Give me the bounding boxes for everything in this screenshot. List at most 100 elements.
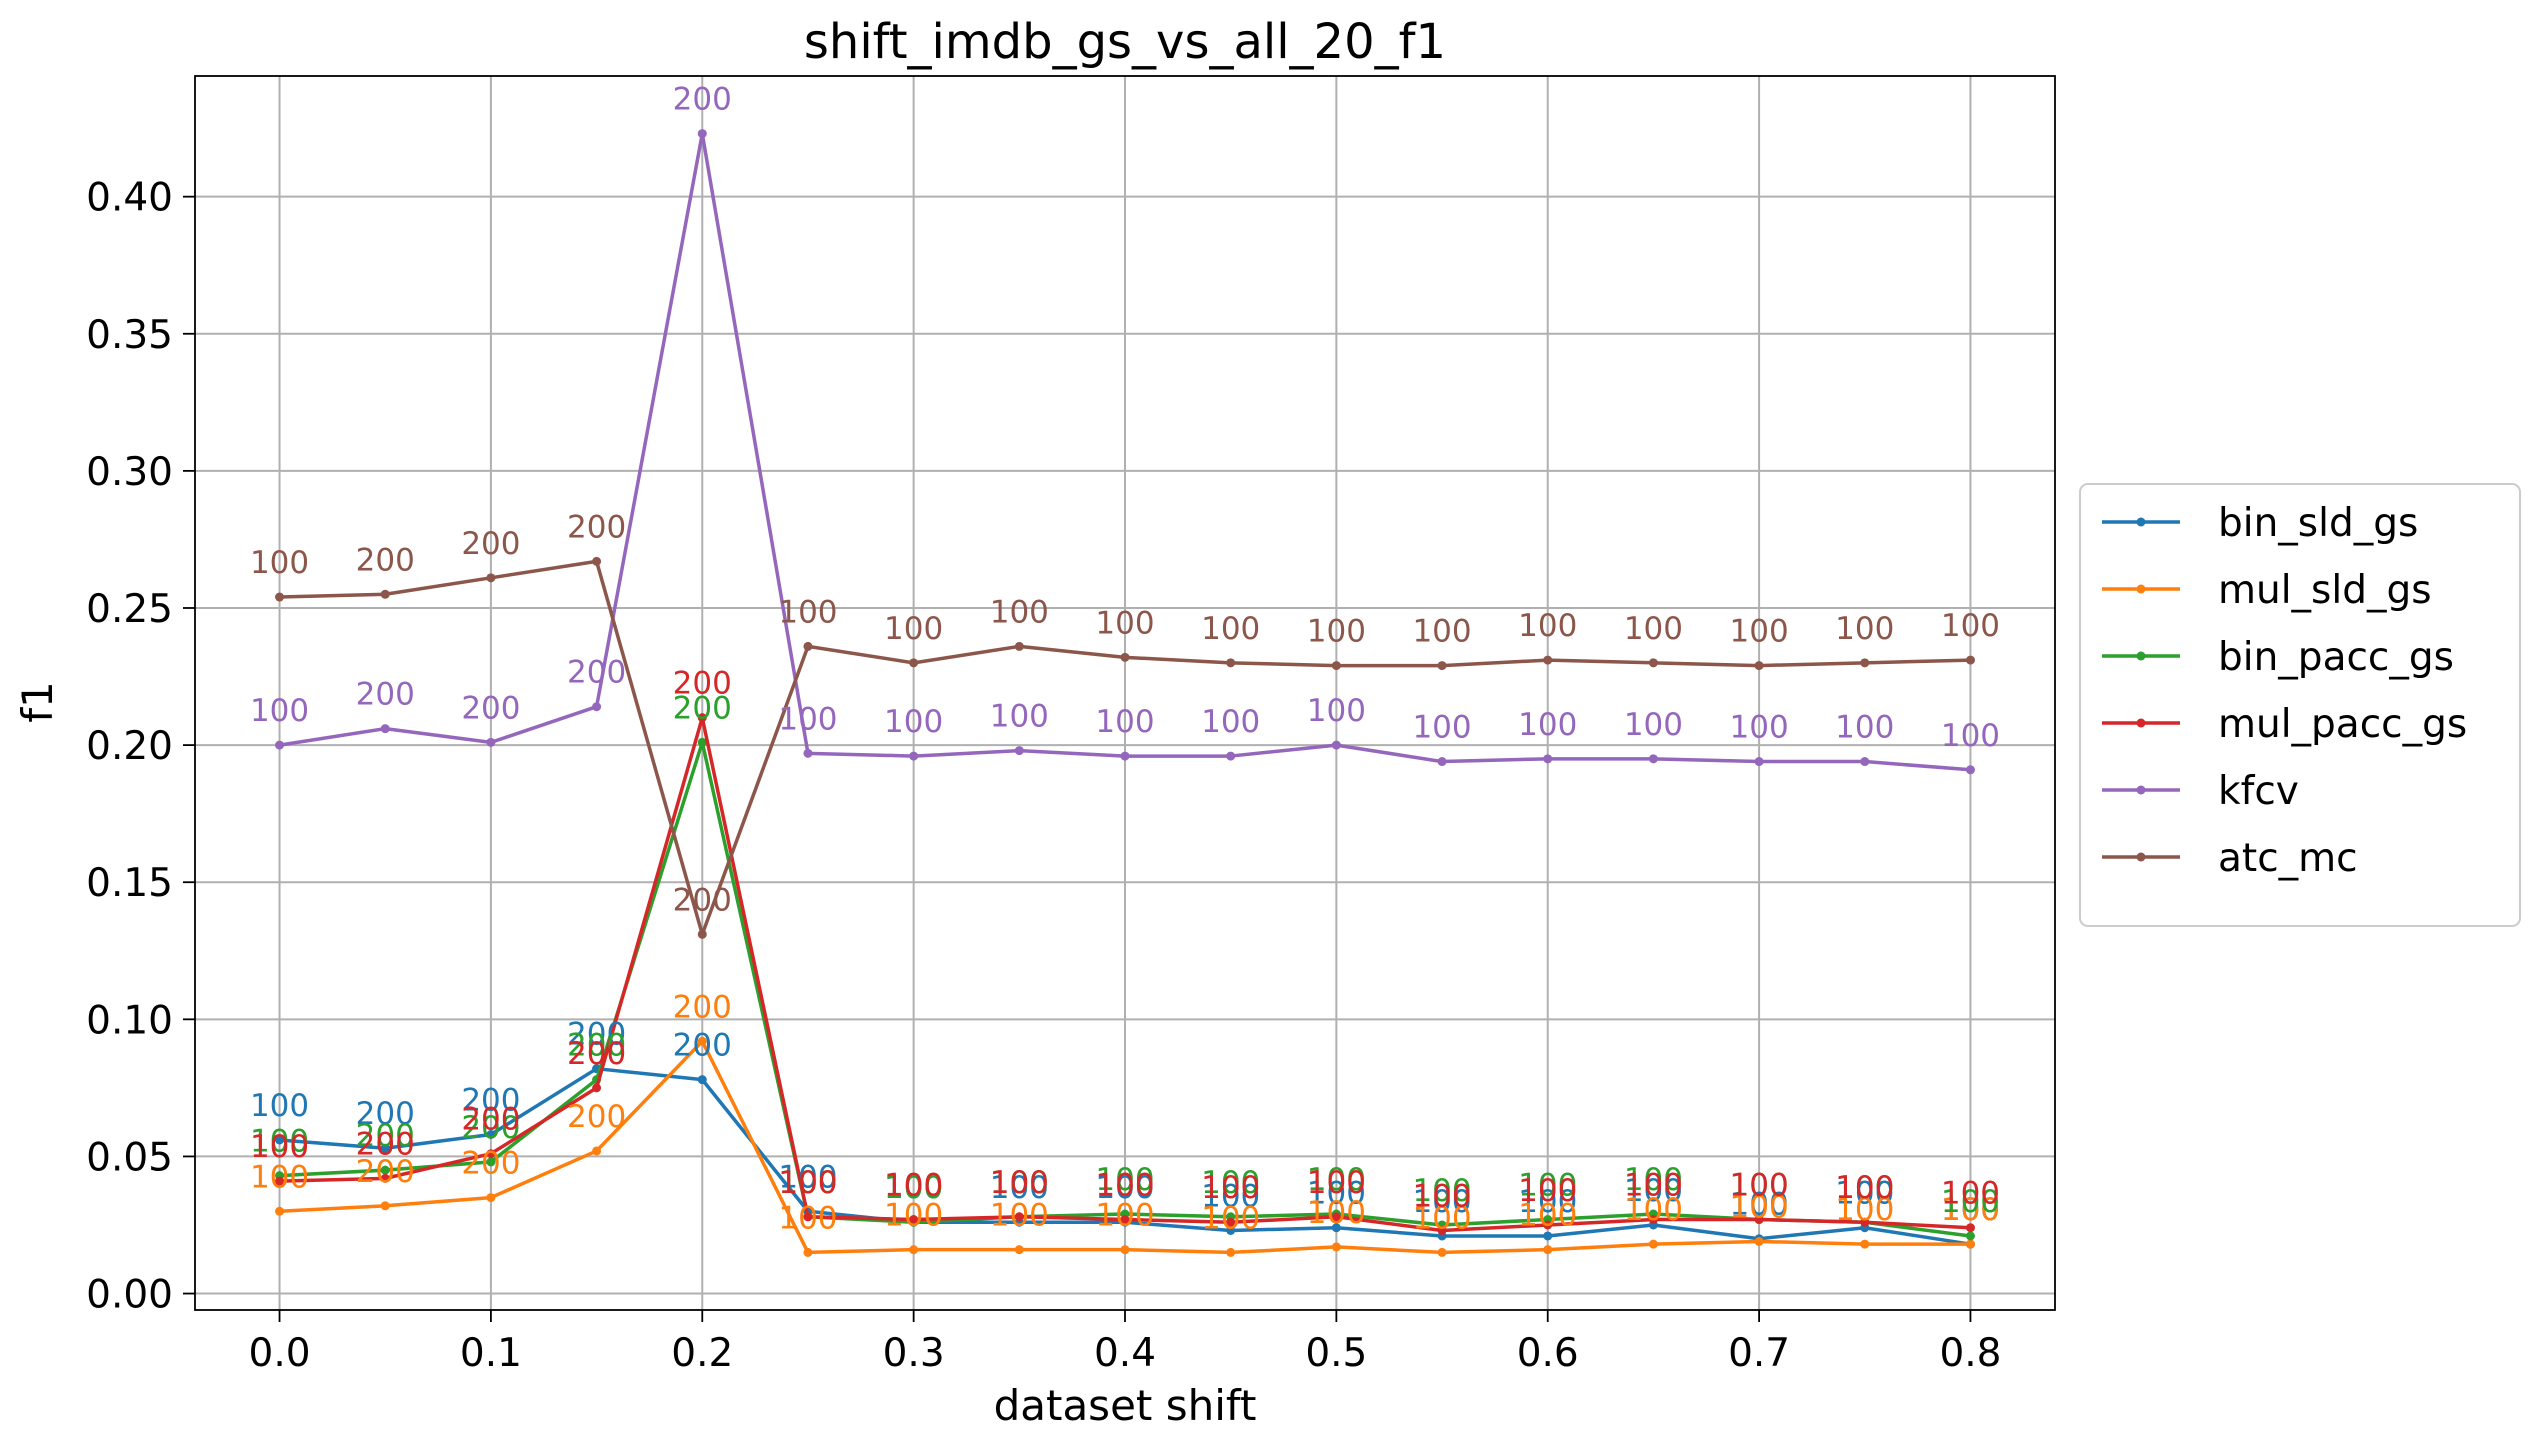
data-point-bin_sld_gs	[1543, 1231, 1553, 1241]
grid-lines	[195, 76, 2055, 1310]
data-point-atc_mc	[1860, 658, 1870, 668]
data-label-bin_pacc_gs: 200	[356, 1118, 415, 1154]
y-tick-label: 0.40	[86, 176, 173, 221]
data-label-mul_sld_gs: 200	[673, 989, 732, 1025]
data-label-mul_pacc_gs: 200	[461, 1102, 520, 1138]
data-point-mul_sld_gs	[275, 1206, 285, 1216]
data-label-mul_pacc_gs: 100	[1095, 1168, 1154, 1204]
data-label-bin_pacc_gs: 100	[990, 1165, 1049, 1201]
data-point-atc_mc	[1226, 658, 1236, 668]
data-point-mul_pacc_gs	[909, 1215, 919, 1225]
data-label-atc_mc: 100	[1095, 605, 1154, 641]
data-point-bin_pacc_gs	[1965, 1231, 1975, 1241]
data-point-bin_sld_gs	[486, 1129, 496, 1139]
data-point-atc_mc	[1965, 655, 1975, 665]
data-label-atc_mc: 200	[356, 542, 415, 578]
data-label-kfcv: 100	[1518, 707, 1577, 743]
data-label-bin_sld_gs: 100	[1307, 1176, 1366, 1212]
data-label-bin_sld_gs: 100	[1730, 1187, 1789, 1223]
data-point-mul_pacc_gs	[1226, 1217, 1236, 1227]
data-label-atc_mc: 100	[1941, 608, 2000, 644]
data-label-mul_pacc_gs: 200	[567, 1036, 626, 1072]
data-point-mul_sld_gs	[1754, 1236, 1764, 1246]
data-point-kfcv	[1754, 757, 1764, 767]
data-point-kfcv	[380, 724, 390, 734]
data-point-kfcv	[1437, 757, 1447, 767]
data-point-kfcv	[1965, 765, 1975, 775]
data-label-atc_mc: 100	[1201, 611, 1260, 647]
data-label-atc_mc: 200	[567, 509, 626, 545]
data-point-atc_mc	[1648, 658, 1658, 668]
data-label-mul_sld_gs: 100	[1412, 1200, 1471, 1236]
data-point-kfcv	[803, 748, 813, 758]
data-point-bin_pacc_gs	[380, 1165, 390, 1175]
y-axis-label: f1	[13, 681, 62, 723]
data-point-mul_sld_gs	[1014, 1245, 1024, 1255]
data-point-bin_sld_gs	[275, 1135, 285, 1145]
data-point-bin_pacc_gs	[486, 1157, 496, 1167]
data-label-mul_sld_gs: 100	[1941, 1192, 2000, 1228]
data-label-mul_sld_gs: 200	[567, 1099, 626, 1135]
x-tick-label: 0.0	[249, 1331, 311, 1376]
data-label-kfcv: 100	[1095, 704, 1154, 740]
data-point-kfcv	[1860, 757, 1870, 767]
data-label-bin_pacc_gs: 100	[1730, 1168, 1789, 1204]
legend-label-kfcv: kfcv	[2218, 769, 2299, 814]
data-label-bin_sld_gs: 200	[673, 1028, 732, 1064]
data-point-mul_pacc_gs	[1014, 1212, 1024, 1222]
data-point-kfcv	[486, 737, 496, 747]
y-tick-label: 0.20	[86, 724, 173, 769]
data-point-mul_sld_gs	[1226, 1247, 1236, 1257]
data-label-mul_sld_gs: 100	[1835, 1192, 1894, 1228]
data-label-atc_mc: 100	[1307, 614, 1366, 650]
data-label-kfcv: 200	[461, 690, 520, 726]
y-tick-label: 0.25	[86, 587, 173, 632]
data-point-mul_pacc_gs	[592, 1083, 602, 1093]
x-tick-label: 0.4	[1094, 1331, 1156, 1376]
data-label-bin_sld_gs: 100	[1518, 1184, 1577, 1220]
data-label-bin_sld_gs: 100	[990, 1170, 1049, 1206]
data-point-mul_sld_gs	[1120, 1245, 1130, 1255]
axis-ticks: 0.0 0.1 0.2 0.3 0.4 0.5 0.6 0.7 0.8 0.00 0.05 0.10 0…	[86, 176, 2001, 1376]
data-label-bin_pacc_gs: 100	[250, 1124, 309, 1160]
data-label-kfcv: 100	[1835, 710, 1894, 746]
data-point-bin_pacc_gs	[697, 737, 707, 747]
legend: bin_sld_gs mul_sld_gs bin_pacc_gs mul_pacc_…	[2079, 483, 2521, 927]
legend-marker-mul_pacc_gs	[2136, 718, 2146, 728]
data-label-bin_sld_gs: 100	[1201, 1178, 1260, 1214]
data-label-mul_pacc_gs: 100	[1624, 1168, 1683, 1204]
data-label-mul_pacc_gs: 200	[356, 1126, 415, 1162]
data-point-mul_pacc_gs	[1120, 1215, 1130, 1225]
data-point-kfcv	[1543, 754, 1553, 764]
data-point-mul_sld_gs	[1648, 1239, 1658, 1249]
data-label-bin_pacc_gs: 100	[1412, 1173, 1471, 1209]
data-point-kfcv	[592, 702, 602, 712]
data-label-mul_pacc_gs: 100	[1730, 1168, 1789, 1204]
data-point-atc_mc	[1754, 661, 1764, 671]
x-tick-label: 0.1	[460, 1331, 522, 1376]
data-label-mul_sld_gs: 200	[461, 1146, 520, 1182]
data-point-bin_sld_gs	[1226, 1225, 1236, 1235]
data-label-atc_mc: 100	[1412, 614, 1471, 650]
data-label-mul_sld_gs: 100	[990, 1198, 1049, 1234]
data-label-mul_sld_gs: 100	[1201, 1200, 1260, 1236]
legend-label-mul_sld_gs: mul_sld_gs	[2218, 568, 2432, 613]
data-label-mul_sld_gs: 100	[1624, 1192, 1683, 1228]
data-point-atc_mc	[1331, 661, 1341, 671]
y-tick-label: 0.35	[86, 313, 173, 358]
data-label-mul_pacc_gs: 100	[1201, 1170, 1260, 1206]
data-point-atc_mc	[1543, 655, 1553, 665]
data-point-atc_mc	[486, 573, 496, 583]
data-point-mul_pacc_gs	[486, 1149, 496, 1159]
data-label-bin_sld_gs: 200	[567, 1017, 626, 1053]
data-label-bin_pacc_gs: 100	[1624, 1162, 1683, 1198]
data-label-bin_sld_gs: 100	[1835, 1176, 1894, 1212]
data-point-kfcv	[275, 740, 285, 750]
data-label-kfcv: 100	[884, 704, 943, 740]
legend-label-mul_pacc_gs: mul_pacc_gs	[2218, 702, 2467, 747]
data-label-bin_sld_gs: 100	[250, 1088, 309, 1124]
data-label-bin_sld_gs: 200	[356, 1096, 415, 1132]
legend-marker-kfcv	[2136, 785, 2146, 795]
data-label-mul_sld_gs: 100	[1307, 1195, 1366, 1231]
